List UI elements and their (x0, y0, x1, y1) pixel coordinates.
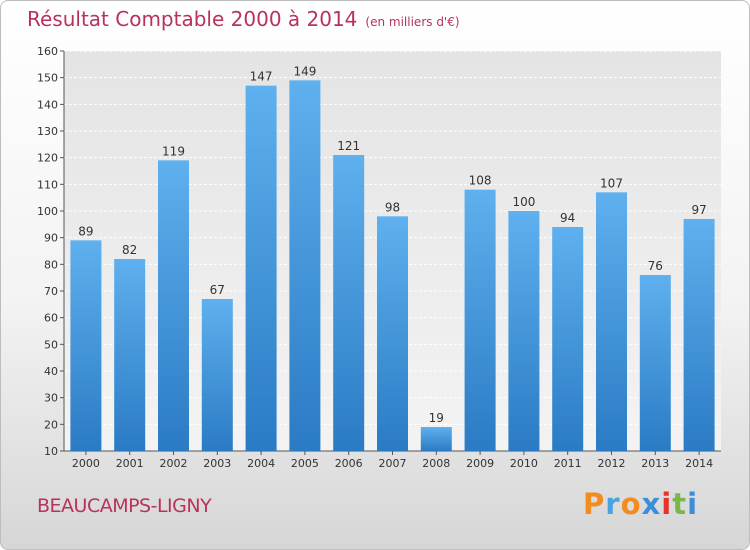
title-text: Résultat Comptable 2000 à 2014 (27, 7, 358, 31)
y-tick-label: 30 (44, 392, 58, 405)
data-label-2010: 100 (512, 195, 535, 209)
data-label-2012: 107 (600, 176, 623, 190)
bar-2014 (683, 219, 715, 451)
x-tick-label-2000: 2000 (72, 457, 100, 470)
y-tick-label: 100 (37, 205, 58, 218)
bar-2003 (201, 299, 233, 451)
x-tick-label-2004: 2004 (247, 457, 275, 470)
bar-2010 (508, 211, 540, 451)
place-name: BEAUCAMPS-LIGNY (37, 495, 212, 517)
logo-letter: o (620, 487, 642, 521)
bar-2009 (464, 189, 496, 451)
x-tick-label-2001: 2001 (116, 457, 144, 470)
data-label-2014: 97 (691, 203, 706, 217)
y-tick-label: 50 (44, 338, 58, 351)
data-label-2006: 121 (337, 139, 360, 153)
x-tick-label-2002: 2002 (160, 457, 188, 470)
data-label-2001: 82 (122, 243, 137, 257)
bar-2002 (158, 160, 189, 452)
data-label-2002: 119 (162, 144, 185, 158)
data-label-2008: 19 (429, 411, 444, 425)
x-tick-label-2013: 2013 (641, 457, 669, 470)
y-tick-label: 130 (37, 125, 58, 138)
x-tick-label-2008: 2008 (422, 457, 450, 470)
y-tick-label: 120 (37, 152, 58, 165)
bar-2005 (289, 80, 321, 451)
y-tick-label: 140 (37, 98, 58, 111)
y-tick-label: 160 (37, 45, 58, 58)
y-tick-label: 150 (37, 72, 58, 85)
chart-title: Résultat Comptable 2000 à 2014 (en millie… (27, 7, 460, 31)
logo-letter: P (583, 487, 606, 521)
bar-2004 (245, 85, 277, 452)
y-tick-label: 60 (44, 312, 58, 325)
bar-2001 (114, 259, 146, 451)
x-tick-label-2007: 2007 (379, 457, 407, 470)
bar-2007 (377, 216, 408, 451)
x-tick-label-2003: 2003 (203, 457, 231, 470)
logo-letter: t (672, 487, 688, 521)
x-tick-label-2011: 2011 (554, 457, 582, 470)
data-label-2013: 76 (648, 259, 663, 273)
bar-2013 (639, 275, 671, 451)
data-label-2009: 108 (469, 174, 492, 188)
logo-letter: i (661, 487, 673, 521)
data-label-2000: 89 (78, 224, 93, 238)
logo-letter: r (605, 487, 621, 521)
data-label-2011: 94 (560, 211, 575, 225)
x-tick-label-2006: 2006 (335, 457, 363, 470)
bar-2011 (552, 227, 584, 451)
y-tick-label: 70 (44, 285, 58, 298)
data-label-2007: 98 (385, 200, 400, 214)
bar-2000 (70, 240, 102, 451)
data-label-2003: 67 (210, 283, 225, 297)
y-tick-label: 20 (44, 418, 58, 431)
x-tick-label-2014: 2014 (685, 457, 713, 470)
x-tick-label-2009: 2009 (466, 457, 494, 470)
x-tick-label-2010: 2010 (510, 457, 538, 470)
data-label-2004: 147 (250, 70, 273, 84)
bar-2012 (596, 192, 627, 452)
data-label-2005: 149 (293, 64, 316, 78)
bar-2006 (333, 155, 365, 451)
logo-letter: i (687, 487, 699, 521)
x-tick-label-2012: 2012 (598, 457, 626, 470)
proxiti-logo: Proxiti (583, 487, 698, 521)
y-tick-label: 90 (44, 232, 58, 245)
y-tick-label: 40 (44, 365, 58, 378)
title-unit: (en milliers d'€) (365, 15, 460, 29)
x-tick-label-2005: 2005 (291, 457, 319, 470)
logo-letter: x (641, 487, 662, 521)
bar-2008 (420, 427, 452, 451)
y-tick-label: 80 (44, 258, 58, 271)
y-tick-label: 110 (37, 178, 58, 191)
y-tick-label: 10 (44, 445, 58, 458)
